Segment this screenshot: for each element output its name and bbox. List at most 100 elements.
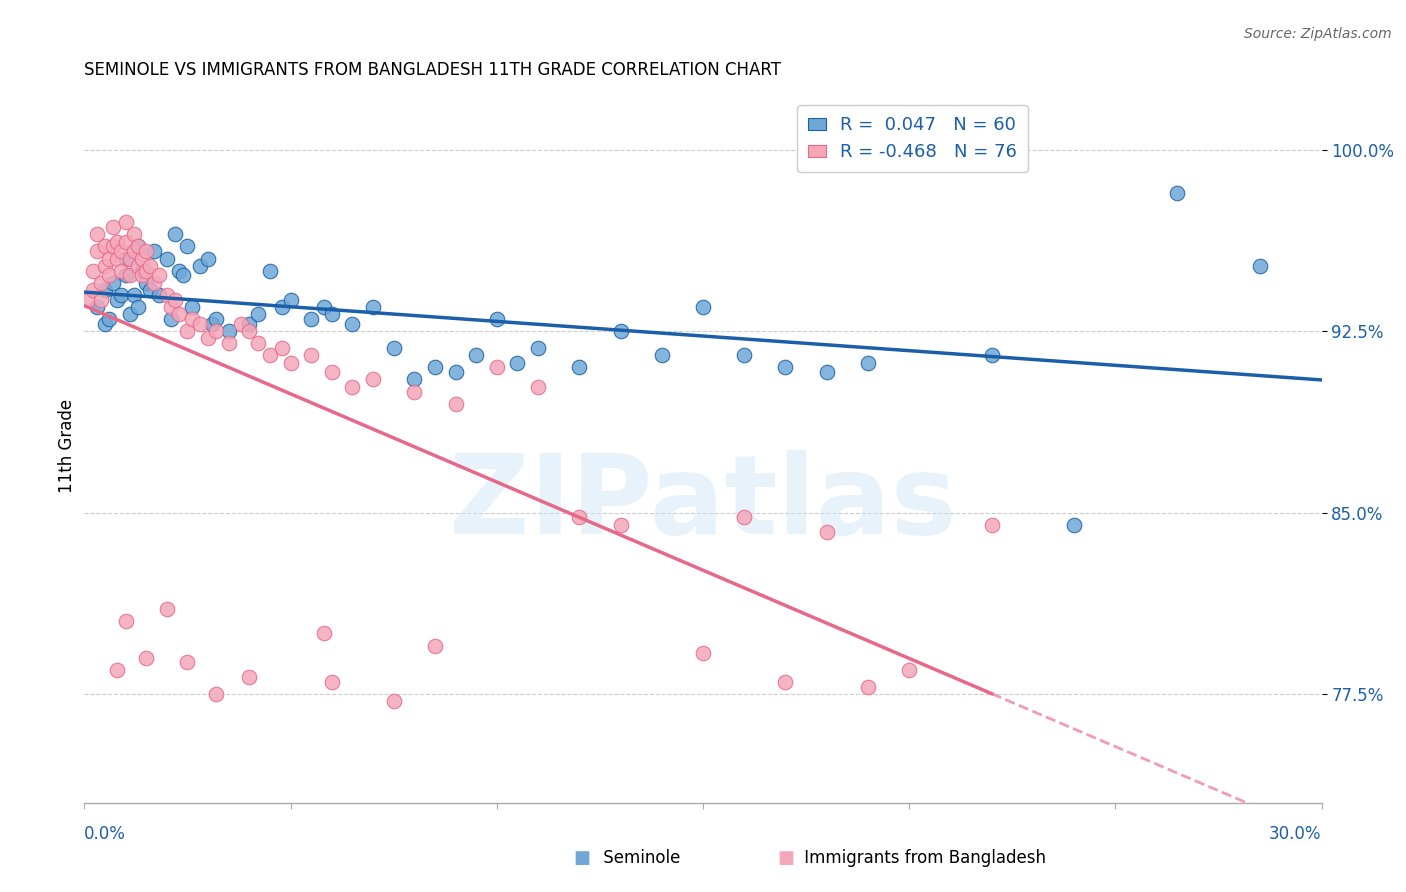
Point	[218, 336, 240, 351]
Point	[218, 324, 240, 338]
Point	[180, 312, 202, 326]
Point	[404, 372, 426, 386]
Point	[122, 288, 145, 302]
Point	[110, 263, 132, 277]
Text: 0.0%: 0.0%	[84, 825, 127, 843]
Point	[259, 263, 281, 277]
Point	[321, 674, 343, 689]
Text: Seminole: Seminole	[598, 849, 681, 867]
Point	[1166, 186, 1188, 201]
Point	[180, 300, 202, 314]
Point	[692, 646, 714, 660]
Point	[229, 317, 252, 331]
Point	[82, 283, 104, 297]
Point	[259, 348, 281, 362]
Point	[238, 670, 260, 684]
Point	[135, 276, 157, 290]
Point	[172, 268, 194, 283]
Point	[299, 348, 322, 362]
Point	[156, 288, 179, 302]
Point	[188, 317, 211, 331]
Point	[77, 293, 100, 307]
Point	[733, 510, 755, 524]
Point	[105, 663, 128, 677]
Point	[1063, 517, 1085, 532]
Point	[651, 348, 673, 362]
Point	[98, 268, 121, 283]
Point	[105, 293, 128, 307]
Point	[382, 341, 405, 355]
Point	[135, 263, 157, 277]
Point	[280, 355, 302, 369]
Point	[127, 239, 149, 253]
Point	[321, 365, 343, 379]
Y-axis label: 11th Grade: 11th Grade	[58, 399, 76, 493]
Point	[246, 307, 269, 321]
Point	[131, 268, 153, 283]
Point	[118, 307, 141, 321]
Point	[342, 317, 364, 331]
Point	[423, 360, 446, 375]
Point	[118, 268, 141, 283]
Point	[148, 268, 170, 283]
Point	[506, 355, 529, 369]
Point	[485, 312, 508, 326]
Legend: R =  0.047   N = 60, R = -0.468   N = 76: R = 0.047 N = 60, R = -0.468 N = 76	[797, 105, 1028, 172]
Point	[898, 663, 921, 677]
Point	[105, 252, 128, 266]
Text: ■: ■	[778, 849, 794, 867]
Point	[280, 293, 302, 307]
Point	[114, 235, 136, 249]
Point	[94, 283, 117, 297]
Point	[176, 656, 198, 670]
Point	[527, 380, 550, 394]
Point	[205, 687, 228, 701]
Point	[156, 602, 179, 616]
Point	[135, 650, 157, 665]
Point	[127, 239, 149, 253]
Point	[246, 336, 269, 351]
Point	[197, 331, 219, 345]
Point	[86, 227, 108, 242]
Point	[1249, 259, 1271, 273]
Point	[143, 244, 166, 259]
Point	[105, 235, 128, 249]
Text: Source: ZipAtlas.com: Source: ZipAtlas.com	[1244, 27, 1392, 41]
Point	[139, 283, 162, 297]
Point	[361, 372, 384, 386]
Point	[139, 259, 162, 273]
Point	[404, 384, 426, 399]
Point	[775, 360, 797, 375]
Point	[165, 293, 187, 307]
Point	[815, 524, 838, 539]
Point	[176, 324, 198, 338]
Point	[485, 360, 508, 375]
Point	[815, 365, 838, 379]
Text: 30.0%: 30.0%	[1270, 825, 1322, 843]
Point	[114, 615, 136, 629]
Point	[856, 355, 879, 369]
Point	[114, 215, 136, 229]
Point	[127, 300, 149, 314]
Point	[103, 239, 125, 253]
Point	[167, 263, 190, 277]
Point	[568, 510, 591, 524]
Point	[980, 517, 1002, 532]
Point	[692, 300, 714, 314]
Point	[122, 244, 145, 259]
Point	[238, 317, 260, 331]
Point	[980, 348, 1002, 362]
Point	[176, 239, 198, 253]
Point	[205, 312, 228, 326]
Point	[856, 680, 879, 694]
Point	[127, 259, 149, 273]
Point	[188, 259, 211, 273]
Point	[160, 300, 183, 314]
Point	[148, 288, 170, 302]
Point	[465, 348, 488, 362]
Point	[156, 252, 179, 266]
Point	[299, 312, 322, 326]
Point	[94, 317, 117, 331]
Text: Immigrants from Bangladesh: Immigrants from Bangladesh	[799, 849, 1046, 867]
Point	[131, 252, 153, 266]
